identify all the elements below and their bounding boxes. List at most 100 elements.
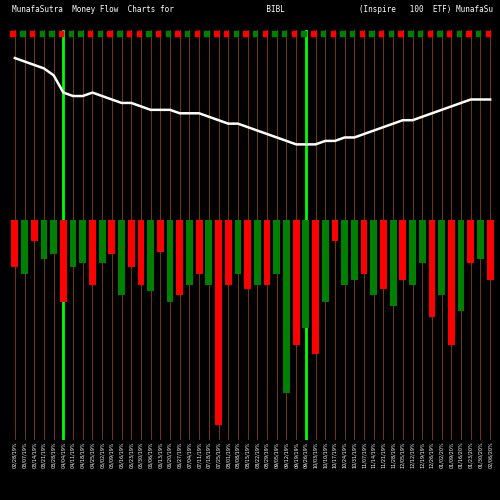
Bar xyxy=(302,220,309,328)
Bar xyxy=(195,31,199,36)
Bar xyxy=(292,31,296,36)
Bar xyxy=(12,220,18,268)
Bar xyxy=(360,220,368,274)
Bar xyxy=(40,220,48,258)
Bar xyxy=(166,220,173,302)
Bar xyxy=(214,31,218,36)
Bar xyxy=(225,220,232,284)
Bar xyxy=(78,31,83,36)
Bar xyxy=(350,31,354,36)
Bar xyxy=(148,220,154,291)
Bar xyxy=(332,220,338,242)
Bar xyxy=(136,31,141,36)
Bar xyxy=(370,220,377,296)
Bar xyxy=(311,31,316,36)
Bar xyxy=(340,31,344,36)
Bar xyxy=(448,220,454,345)
Bar xyxy=(283,220,290,392)
Bar xyxy=(486,31,490,36)
Bar xyxy=(234,31,238,36)
Bar xyxy=(138,220,144,284)
Bar xyxy=(398,31,403,36)
Bar xyxy=(196,220,202,274)
Bar xyxy=(400,220,406,280)
Bar xyxy=(379,31,384,36)
Bar xyxy=(264,220,270,284)
Bar xyxy=(244,31,248,36)
Bar xyxy=(419,220,426,263)
Bar xyxy=(456,31,461,36)
Bar xyxy=(389,31,393,36)
Bar xyxy=(254,220,260,284)
Bar xyxy=(68,31,73,36)
Bar xyxy=(186,220,193,284)
Bar xyxy=(40,31,44,36)
Bar xyxy=(458,220,464,310)
Bar xyxy=(447,31,452,36)
Bar xyxy=(321,31,325,36)
Bar xyxy=(206,220,212,284)
Bar xyxy=(59,31,64,36)
Bar xyxy=(60,220,66,302)
Bar xyxy=(438,220,445,296)
Bar xyxy=(128,220,134,268)
Bar xyxy=(204,31,209,36)
Bar xyxy=(80,220,86,263)
Bar xyxy=(21,220,28,274)
Bar xyxy=(302,31,306,36)
Bar xyxy=(342,220,348,284)
Bar xyxy=(118,220,125,296)
Bar xyxy=(274,220,280,274)
Bar xyxy=(282,31,286,36)
Bar xyxy=(185,31,190,36)
Bar xyxy=(253,31,258,36)
Bar xyxy=(330,31,335,36)
Bar xyxy=(380,220,387,289)
Bar xyxy=(428,31,432,36)
Bar xyxy=(31,220,38,242)
Bar xyxy=(409,220,416,284)
Bar xyxy=(176,220,183,296)
Bar xyxy=(438,31,442,36)
Bar xyxy=(244,220,251,289)
Bar xyxy=(408,31,412,36)
Bar xyxy=(360,31,364,36)
Bar xyxy=(108,31,112,36)
Bar xyxy=(50,31,54,36)
Bar xyxy=(293,220,300,345)
Bar xyxy=(428,220,436,317)
Text: MunafaSutra  Money Flow  Charts for                    BIBL                (Insp: MunafaSutra Money Flow Charts for BIBL (… xyxy=(12,4,493,14)
Bar xyxy=(127,31,131,36)
Bar xyxy=(89,220,96,284)
Bar xyxy=(108,220,115,254)
Bar xyxy=(487,220,494,280)
Bar xyxy=(370,31,374,36)
Bar xyxy=(224,31,228,36)
Bar xyxy=(262,31,267,36)
Bar xyxy=(390,220,396,306)
Bar xyxy=(156,31,160,36)
Bar xyxy=(50,220,57,254)
Bar xyxy=(468,220,474,263)
Bar xyxy=(476,31,480,36)
Bar xyxy=(176,31,180,36)
Bar xyxy=(117,31,121,36)
Bar xyxy=(99,220,105,263)
Bar xyxy=(234,220,242,274)
Bar xyxy=(30,31,34,36)
Bar xyxy=(272,31,277,36)
Bar xyxy=(322,220,328,302)
Bar xyxy=(215,220,222,425)
Bar xyxy=(312,220,319,354)
Bar xyxy=(166,31,170,36)
Bar xyxy=(70,220,76,268)
Bar xyxy=(477,220,484,258)
Bar xyxy=(418,31,422,36)
Bar xyxy=(20,31,24,36)
Bar xyxy=(98,31,102,36)
Bar xyxy=(351,220,358,280)
Bar xyxy=(157,220,164,252)
Bar xyxy=(10,31,15,36)
Bar xyxy=(146,31,150,36)
Bar xyxy=(466,31,471,36)
